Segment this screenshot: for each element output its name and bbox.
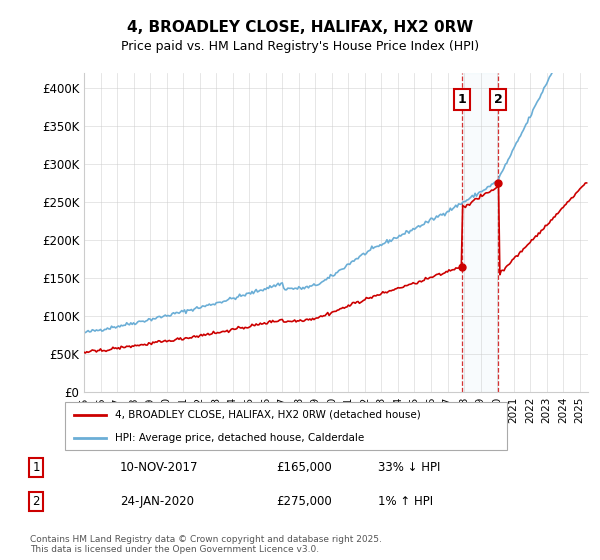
Bar	[462, 73, 498, 392]
Text: 33% ↓ HPI: 33% ↓ HPI	[378, 461, 440, 474]
Text: HPI: Average price, detached house, Calderdale: HPI: Average price, detached house, Cald…	[115, 433, 364, 443]
Text: 2: 2	[32, 494, 40, 508]
Text: £275,000: £275,000	[276, 494, 332, 508]
Text: £165,000: £165,000	[276, 461, 332, 474]
Text: Price paid vs. HM Land Registry's House Price Index (HPI): Price paid vs. HM Land Registry's House …	[121, 40, 479, 53]
Text: 1: 1	[457, 93, 466, 106]
Text: 24-JAN-2020: 24-JAN-2020	[120, 494, 194, 508]
Text: 1: 1	[32, 461, 40, 474]
Text: 4, BROADLEY CLOSE, HALIFAX, HX2 0RW (detached house): 4, BROADLEY CLOSE, HALIFAX, HX2 0RW (det…	[115, 409, 421, 419]
Text: 10-NOV-2017: 10-NOV-2017	[120, 461, 199, 474]
Text: Contains HM Land Registry data © Crown copyright and database right 2025.
This d: Contains HM Land Registry data © Crown c…	[30, 535, 382, 554]
FancyBboxPatch shape	[65, 402, 507, 450]
Text: 2: 2	[494, 93, 503, 106]
Text: 1% ↑ HPI: 1% ↑ HPI	[378, 494, 433, 508]
Text: 4, BROADLEY CLOSE, HALIFAX, HX2 0RW: 4, BROADLEY CLOSE, HALIFAX, HX2 0RW	[127, 20, 473, 35]
